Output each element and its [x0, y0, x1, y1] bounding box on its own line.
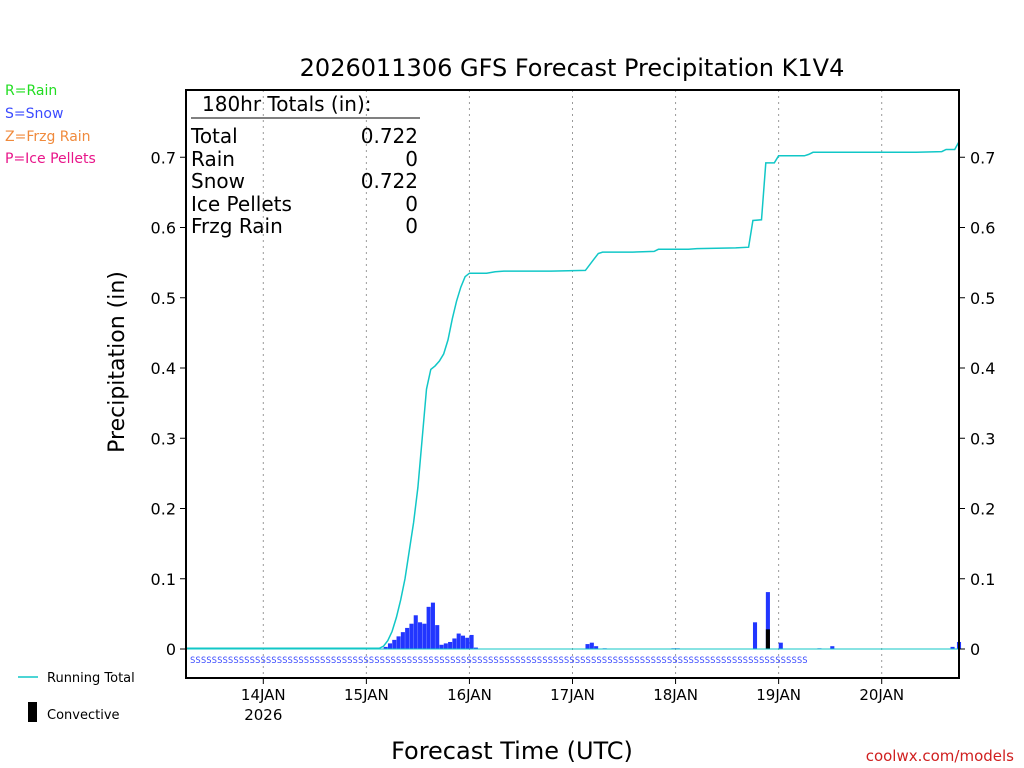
ticks-layer: 14JAN 2026 15JAN 16JAN 17JAN 18JAN 19JAN 20JAN 0…	[151, 148, 996, 724]
precip-bar	[752, 622, 758, 649]
y-tick-label-right: 0.4	[970, 359, 995, 378]
y-tick-label-right: 0.6	[970, 219, 995, 238]
legend-running-total-label: Running Total	[47, 671, 135, 686]
totals-value-total: 0.722	[361, 124, 418, 148]
precip-bar	[400, 632, 405, 649]
precip-bar	[439, 644, 444, 649]
y-tick-label-left: 0	[166, 640, 176, 659]
precip-bar	[765, 592, 770, 649]
x-axis-label: Forecast Time (UTC)	[391, 737, 633, 765]
precip-bar	[585, 644, 590, 649]
x-tick-label: 19JAN	[756, 686, 801, 704]
y-tick-label-right: 0.1	[970, 570, 995, 589]
totals-box: 180hr Totals (in): Total 0.722 Rain 0 Sn…	[190, 92, 420, 238]
y-tick-label-right: 0.2	[970, 500, 995, 519]
credit-link[interactable]: coolwx.com/models	[866, 747, 1014, 765]
precip-bar	[589, 642, 594, 649]
precip-bar	[465, 637, 470, 649]
x-tick-label: 20JAN	[859, 686, 904, 704]
plot-frame	[185, 89, 960, 679]
precip-bar	[456, 633, 461, 649]
y-tick-label-left: 0.2	[151, 500, 176, 519]
precip-bar	[460, 635, 466, 649]
precip-bar	[452, 638, 457, 649]
totals-label-rain: Rain	[191, 147, 235, 171]
totals-label-snow: Snow	[191, 169, 245, 193]
totals-value-rain: 0	[405, 147, 418, 171]
precip-bar	[830, 646, 835, 649]
precip-bar	[448, 641, 453, 649]
convective-bar	[765, 629, 770, 649]
y-tick-label-left: 0.1	[151, 570, 176, 589]
precip-bar	[396, 636, 401, 649]
precip-bar	[950, 646, 955, 649]
y-tick-label-right: 0.3	[970, 429, 995, 448]
precip-bar	[469, 634, 474, 649]
x-tick-label: 17JAN	[550, 686, 595, 704]
legend-convective-label: Convective	[47, 708, 120, 723]
x-tick-label: 15JAN	[344, 686, 389, 704]
precip-bar	[430, 602, 435, 649]
x-tick-label: 16JAN	[447, 686, 492, 704]
legend-frzg-rain: Z=Frzg Rain	[5, 129, 91, 145]
y-tick-label-right: 0.7	[970, 148, 995, 167]
precip-bar	[383, 646, 388, 649]
precip-bar	[392, 639, 397, 649]
precip-bar	[418, 622, 423, 649]
totals-value-frzg-rain: 0	[405, 214, 418, 238]
snow-marker-row: SSSSSSSSSSSSSSSSSSSSSSSSSSSSSSSSSSSSSSSS…	[190, 656, 808, 666]
totals-value-snow: 0.722	[361, 169, 418, 193]
precip-bar	[778, 642, 783, 649]
y-axis-label: Precipitation (in)	[105, 271, 130, 453]
y-tick-label-left: 0.3	[151, 429, 176, 448]
legend-snow: S=Snow	[5, 106, 63, 122]
totals-value-ice-pellets: 0	[405, 192, 418, 216]
precip-bar	[413, 615, 418, 649]
legend-ice-pellets: P=Ice Pellets	[5, 151, 96, 167]
running-total-line	[186, 141, 960, 650]
x-tick-label: 18JAN	[653, 686, 698, 704]
legend-convective-swatch	[28, 702, 37, 722]
y-tick-label-right: 0	[970, 640, 980, 659]
totals-label-frzg-rain: Frzg Rain	[191, 214, 283, 238]
y-tick-label-left: 0.7	[151, 148, 176, 167]
precip-bar	[405, 627, 410, 649]
y-tick-label-right: 0.5	[970, 289, 995, 308]
grid-layer	[262, 90, 883, 678]
x-tick-label: 14JAN	[241, 686, 286, 704]
precip-bar	[387, 643, 393, 649]
totals-label-total: Total	[190, 124, 238, 148]
precip-bar	[473, 647, 478, 649]
y-tick-label-left: 0.6	[151, 219, 176, 238]
legend-rain: R=Rain	[5, 83, 57, 99]
totals-label-ice-pellets: Ice Pellets	[191, 192, 292, 216]
precip-bar	[594, 646, 599, 649]
y-tick-label-left: 0.5	[151, 289, 176, 308]
x-tick-sublabel: 2026	[244, 706, 282, 724]
precip-bar	[443, 643, 448, 649]
precip-bar	[422, 623, 427, 649]
precip-bar	[435, 625, 440, 649]
y-tick-label-left: 0.4	[151, 359, 176, 378]
precip-bar	[409, 623, 414, 649]
totals-header: 180hr Totals (in):	[202, 92, 372, 116]
bars-layer	[383, 592, 962, 649]
chart-title: 2026011306 GFS Forecast Precipitation K1…	[300, 54, 845, 82]
precip-bar	[426, 606, 431, 649]
running-total-layer	[186, 141, 960, 650]
